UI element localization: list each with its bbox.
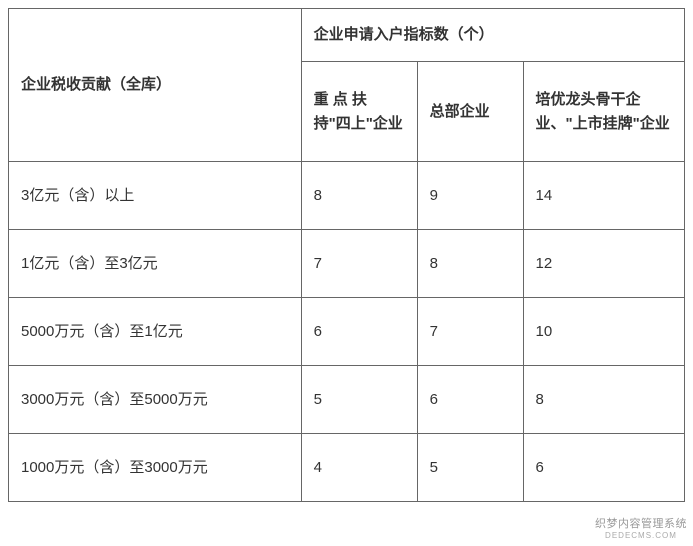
table-row: 3000万元（含）至5000万元 5 6 8 xyxy=(9,366,685,434)
cell-value: 8 xyxy=(301,162,417,230)
watermark: 织梦内容管理系统 DEDECMS.COM xyxy=(595,515,687,540)
cell-value: 8 xyxy=(523,366,684,434)
table-row: 1000万元（含）至3000万元 4 5 6 xyxy=(9,434,685,502)
cell-value: 6 xyxy=(301,298,417,366)
cell-value: 14 xyxy=(523,162,684,230)
cell-value: 6 xyxy=(417,366,523,434)
cell-value: 5 xyxy=(417,434,523,502)
cell-value: 9 xyxy=(417,162,523,230)
cell-value: 10 xyxy=(523,298,684,366)
table-row: 1亿元（含）至3亿元 7 8 12 xyxy=(9,230,685,298)
cell-value: 7 xyxy=(301,230,417,298)
row-label: 5000万元（含）至1亿元 xyxy=(9,298,302,366)
watermark-sub: DEDECMS.COM xyxy=(595,531,687,540)
group-header-label: 企业申请入户指标数（个） xyxy=(301,9,684,62)
cell-value: 5 xyxy=(301,366,417,434)
column-header-0: 重 点 扶 持"四上"企业 xyxy=(301,62,417,162)
cell-value: 6 xyxy=(523,434,684,502)
cell-value: 8 xyxy=(417,230,523,298)
quota-table: 企业税收贡献（全库） 企业申请入户指标数（个） 重 点 扶 持"四上"企业 总部… xyxy=(8,8,685,502)
watermark-main: 织梦内容管理系统 xyxy=(595,518,687,530)
cell-value: 7 xyxy=(417,298,523,366)
row-label: 1亿元（含）至3亿元 xyxy=(9,230,302,298)
cell-value: 4 xyxy=(301,434,417,502)
row-label: 1000万元（含）至3000万元 xyxy=(9,434,302,502)
cell-value: 12 xyxy=(523,230,684,298)
row-label: 3000万元（含）至5000万元 xyxy=(9,366,302,434)
row-header-label: 企业税收贡献（全库） xyxy=(9,9,302,162)
table-row: 3亿元（含）以上 8 9 14 xyxy=(9,162,685,230)
table-container: 企业税收贡献（全库） 企业申请入户指标数（个） 重 点 扶 持"四上"企业 总部… xyxy=(0,0,693,510)
column-header-2: 培优龙头骨干企业、"上市挂牌"企业 xyxy=(523,62,684,162)
row-label: 3亿元（含）以上 xyxy=(9,162,302,230)
table-row: 5000万元（含）至1亿元 6 7 10 xyxy=(9,298,685,366)
column-header-1: 总部企业 xyxy=(417,62,523,162)
